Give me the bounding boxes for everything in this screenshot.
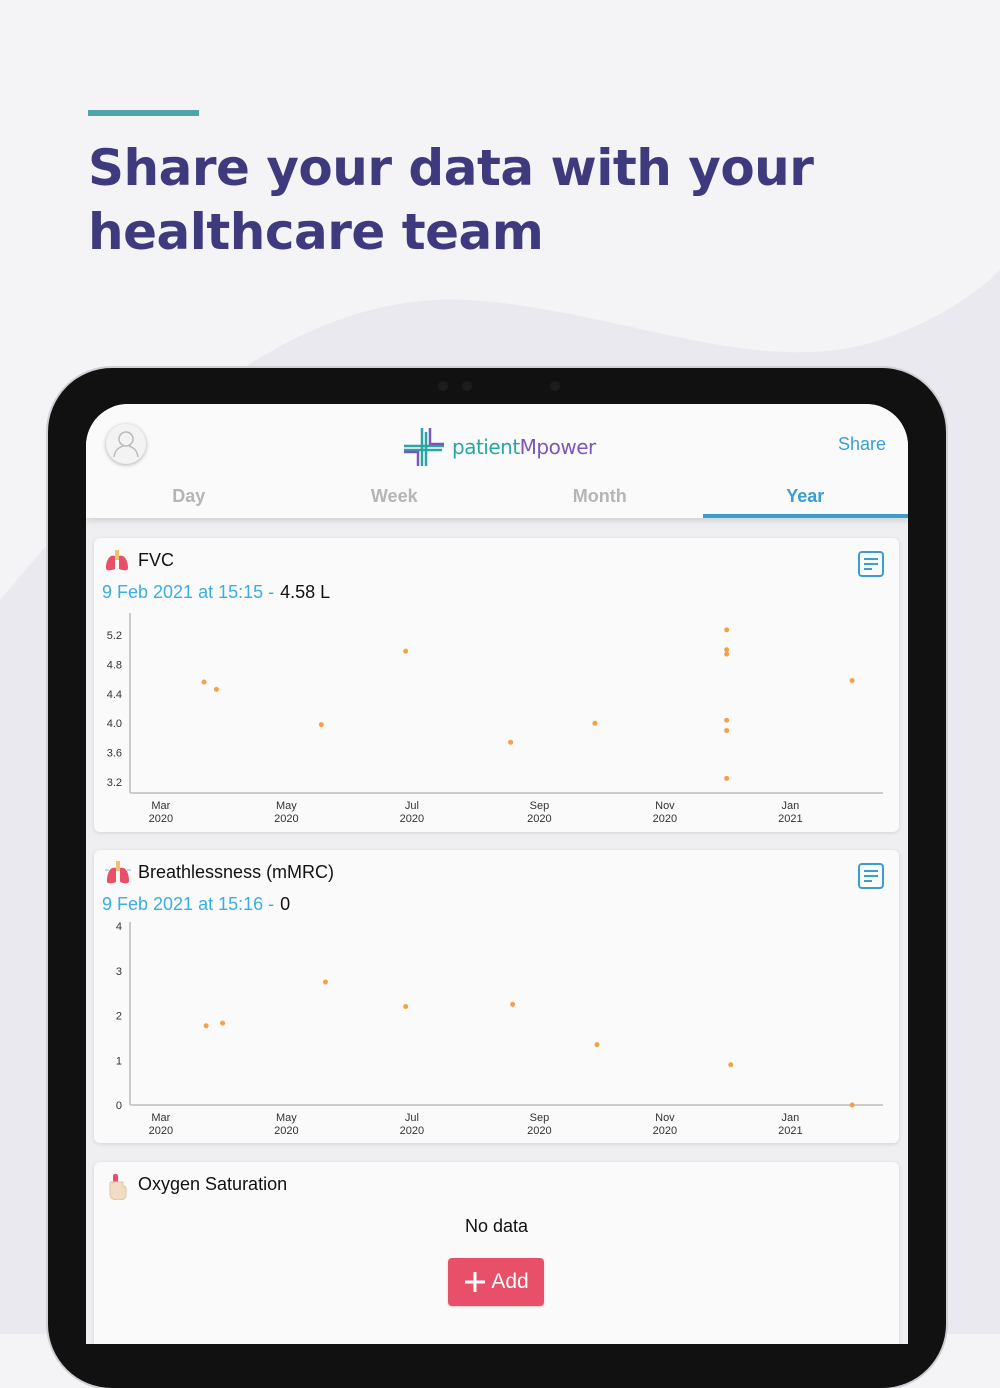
oxygen-saturation-card: Oxygen Saturation No data Add <box>94 1162 899 1344</box>
y-tick-label: 5.2 <box>107 630 122 642</box>
profile-avatar-button[interactable] <box>106 424 146 464</box>
x-tick-year: 2020 <box>527 813 551 825</box>
y-tick-label: 1 <box>116 1055 122 1067</box>
x-tick-year: 2020 <box>274 1125 298 1137</box>
data-point <box>213 686 219 692</box>
data-point <box>592 720 598 726</box>
camera <box>462 381 472 391</box>
data-point <box>203 1023 209 1029</box>
data-point <box>849 1102 855 1108</box>
y-tick-label: 4 <box>116 921 122 933</box>
x-tick-year: 2021 <box>778 813 802 825</box>
x-tick-year: 2020 <box>653 813 677 825</box>
data-point <box>201 679 207 685</box>
data-point <box>510 1001 516 1007</box>
y-tick-label: 3.6 <box>107 748 122 760</box>
notes-icon[interactable] <box>857 862 885 890</box>
data-point <box>724 775 730 781</box>
reading-time: 9 Feb 2021 at 15:15 - <box>102 582 275 602</box>
x-tick-label: Sep <box>530 800 550 812</box>
card-title: FVC <box>138 550 174 570</box>
x-tick-year: 2020 <box>400 1125 424 1137</box>
accent-bar <box>88 110 199 116</box>
y-tick-label: 3.2 <box>107 777 122 789</box>
app-screen: patientMpower Share Day Week Month Year … <box>86 404 908 1344</box>
breathlessness-card: Breathlessness (mMRC) 9 Feb 2021 at 15:1… <box>94 850 899 1143</box>
data-point <box>594 1042 600 1048</box>
card-title: Breathlessness (mMRC) <box>138 862 335 882</box>
patientmpower-logo: patientMpower <box>402 426 596 468</box>
data-point <box>849 678 855 684</box>
x-tick-label: Mar <box>151 800 170 812</box>
data-point <box>724 647 730 653</box>
x-tick-label: Nov <box>655 1112 675 1124</box>
lungs-icon <box>106 550 128 571</box>
reading-value: 4.58 L <box>280 582 331 602</box>
breathlessness-chart: 01234Mar2020May2020Jul2020Sep2020Nov2020… <box>116 921 883 1137</box>
x-tick-label: Mar <box>151 1112 170 1124</box>
data-point <box>403 648 409 654</box>
data-point <box>724 627 730 633</box>
finger-oximeter-icon <box>109 1174 127 1200</box>
data-point <box>724 717 730 723</box>
x-tick-label: Jul <box>405 800 419 812</box>
data-point <box>724 728 730 734</box>
data-point <box>508 739 514 745</box>
lungs-breath-icon <box>105 861 131 884</box>
tab-week[interactable]: Week <box>370 486 418 506</box>
no-data-text: No data <box>464 1216 529 1236</box>
data-point <box>403 1004 409 1010</box>
x-tick-label: May <box>276 1112 297 1124</box>
plus-icon <box>465 1272 486 1292</box>
x-tick-year: 2020 <box>400 813 424 825</box>
x-tick-label: Nov <box>655 800 675 812</box>
x-tick-label: Jan <box>782 800 800 812</box>
data-point <box>220 1020 226 1026</box>
x-tick-year: 2020 <box>149 1125 173 1137</box>
y-tick-label: 2 <box>116 1011 122 1023</box>
y-tick-label: 4.8 <box>107 659 122 671</box>
y-tick-label: 3 <box>116 966 122 978</box>
reading-value: 0 <box>280 894 291 914</box>
y-tick-label: 4.4 <box>107 689 122 701</box>
reading-time: 9 Feb 2021 at 15:16 - <box>102 894 275 914</box>
x-tick-year: 2020 <box>527 1125 551 1137</box>
tab-month[interactable]: Month <box>572 486 627 506</box>
x-tick-label: Jul <box>405 1112 419 1124</box>
x-tick-label: Sep <box>530 1112 550 1124</box>
logo-cross-icon <box>404 428 444 466</box>
add-label: Add <box>491 1270 529 1293</box>
latest-reading: 9 Feb 2021 at 15:16 -0 <box>102 894 290 915</box>
app-header: patientMpower Share Day Week Month Year <box>86 404 908 518</box>
tab-day[interactable]: Day <box>172 486 206 506</box>
y-tick-label: 4.0 <box>107 718 122 730</box>
latest-reading: 9 Feb 2021 at 15:15 -4.58 L <box>102 582 330 603</box>
notes-icon[interactable] <box>857 550 885 578</box>
x-tick-label: May <box>276 800 297 812</box>
data-point <box>728 1062 734 1068</box>
fvc-chart: 3.23.64.04.44.85.2Mar2020May2020Jul2020S… <box>107 613 883 825</box>
logo-text-accent: Mpower <box>519 435 597 459</box>
tab-year[interactable]: Year <box>702 476 909 518</box>
logo-text: patient <box>452 435 520 459</box>
x-tick-year: 2020 <box>653 1125 677 1137</box>
card-title: Oxygen Saturation <box>138 1174 288 1194</box>
headline: Share your data with your healthcare tea… <box>88 139 814 261</box>
fvc-card: FVC 9 Feb 2021 at 15:15 -4.58 L 3.2 3.6 4.… <box>94 538 899 832</box>
x-tick-year: 2020 <box>274 813 298 825</box>
data-point <box>724 651 730 657</box>
share-button[interactable]: Share <box>837 434 886 454</box>
x-tick-label: Jan <box>782 1112 800 1124</box>
x-tick-year: 2021 <box>778 1125 802 1137</box>
data-point <box>322 979 328 985</box>
user-icon <box>113 431 139 458</box>
x-tick-year: 2020 <box>149 813 173 825</box>
add-button[interactable]: Add <box>448 1258 544 1306</box>
sensor <box>550 381 560 391</box>
sensor <box>438 381 448 391</box>
data-point <box>318 722 324 728</box>
y-tick-label: 0 <box>116 1100 122 1112</box>
period-tabs: Day Week Month Year <box>86 476 908 518</box>
